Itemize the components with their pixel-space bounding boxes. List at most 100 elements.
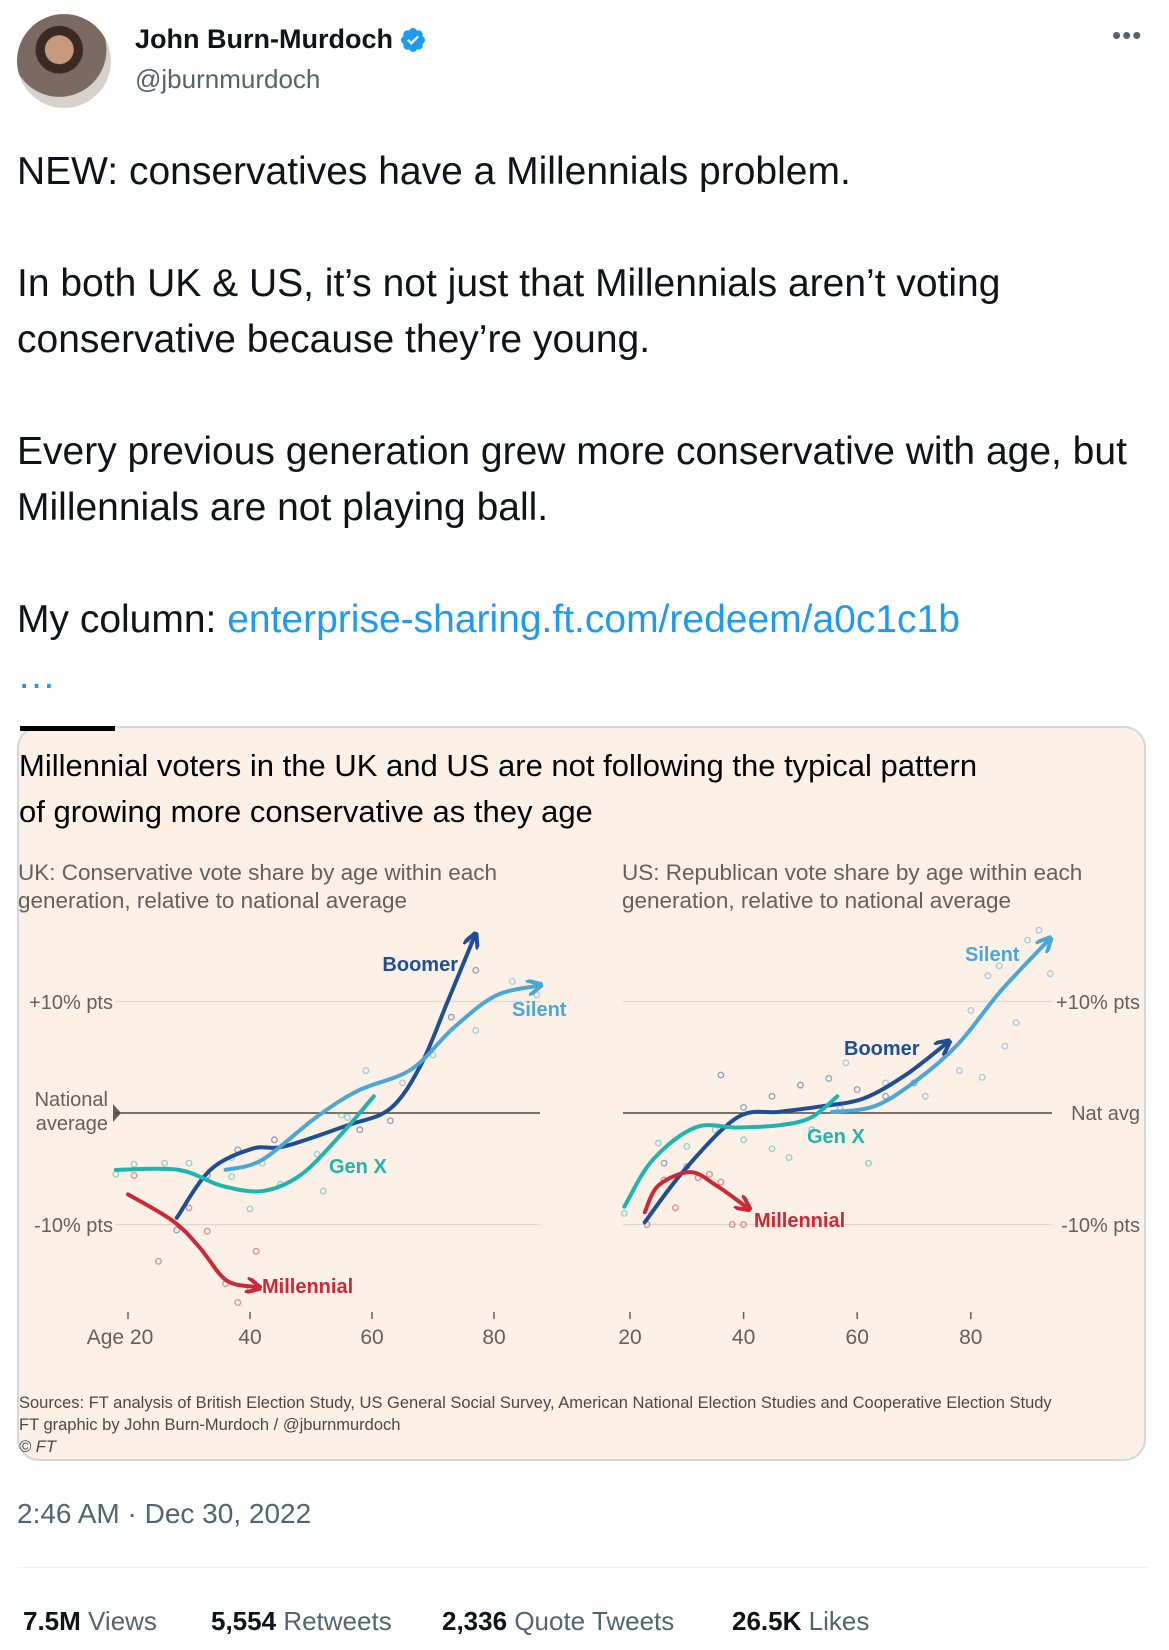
us-point-silent — [967, 1006, 975, 1014]
uk-point-millennial — [130, 1171, 138, 1179]
us-subtitle-line1: US: Republican vote share by age within … — [622, 860, 1083, 885]
us-subtitle: US: Republican vote share by age within … — [622, 859, 1082, 915]
us-point-boomer — [740, 1103, 748, 1111]
uk-point-silent — [399, 1079, 406, 1087]
uk-point-genx — [185, 1159, 193, 1167]
uk-subtitle: UK: Conservative vote share by age withi… — [18, 859, 497, 915]
uk-xtick-label: 80 — [482, 1326, 505, 1349]
uk-chart: Age 20 40 60 80 — [87, 936, 540, 1349]
chart-credit: FT graphic by John Burn-Murdoch / @jburn… — [19, 1416, 401, 1434]
us-point-millennial — [671, 1204, 679, 1212]
author-name[interactable]: John Burn-Murdoch — [135, 24, 427, 55]
uk-point-millennial — [203, 1227, 211, 1235]
quotes-label: Quote Tweets — [514, 1606, 675, 1636]
us-point-genx — [683, 1142, 691, 1150]
us-point-silent — [842, 1059, 850, 1067]
us-point-boomer — [660, 1159, 668, 1167]
more-dots-icon[interactable]: ••• — [1112, 20, 1143, 50]
verified-badge-icon — [401, 27, 425, 52]
uk-point-silent — [313, 1150, 321, 1158]
us-line-millennial — [642, 1170, 746, 1215]
uk-point-genx — [228, 1173, 236, 1181]
us-point-boomer — [768, 1092, 776, 1100]
views-label: Views — [88, 1606, 157, 1636]
us-ytick-plus10: +10% pts — [1056, 992, 1140, 1014]
retweets-stat[interactable]: 5,554 Retweets — [211, 1606, 392, 1637]
uk-point-millennial — [155, 1257, 162, 1265]
tweet-timestamp[interactable]: 2:46 AM · Dec 30, 2022 — [17, 1498, 312, 1529]
uk-point-silent — [508, 977, 516, 985]
uk-xtick-label: 60 — [360, 1326, 383, 1349]
us-point-genx — [654, 1139, 662, 1147]
us-point-silent — [984, 972, 992, 980]
uk-line-boomer — [174, 938, 474, 1220]
us-line-silent — [830, 941, 1047, 1114]
uk-point-boomer — [173, 1226, 181, 1234]
us-point-silent — [1001, 1042, 1009, 1050]
us-point-silent — [995, 962, 1003, 970]
chart-image-card[interactable] — [17, 726, 1146, 1461]
likes-label: Likes — [808, 1606, 870, 1636]
uk-point-silent — [472, 1027, 480, 1034]
uk-label-millennial: Millennial — [262, 1276, 353, 1298]
column-link[interactable]: enterprise-sharing.ft.com/redeem/a0c1c1b — [227, 598, 960, 641]
likes-stat[interactable]: 26.5K Likes — [732, 1606, 869, 1637]
quotes-count: 2,336 — [442, 1606, 508, 1636]
us-point-genx — [740, 1136, 748, 1144]
uk-point-millennial — [234, 1299, 242, 1306]
retweets-label: Retweets — [283, 1606, 392, 1636]
avatar[interactable] — [17, 14, 111, 108]
us-xtick-label: 80 — [959, 1326, 982, 1349]
us-line-boomer — [642, 1044, 946, 1225]
link-ellipsis[interactable]: … — [17, 654, 56, 697]
us-xtick-label: 60 — [846, 1326, 869, 1349]
us-label-millennial: Millennial — [754, 1210, 845, 1232]
us-point-genx — [785, 1154, 793, 1162]
uk-point-genx — [246, 1205, 254, 1213]
uk-label-genx: Gen X — [329, 1156, 387, 1178]
uk-baseline-label-line2: average — [36, 1113, 108, 1135]
us-point-silent — [978, 1073, 986, 1081]
quote-tweets-stat[interactable]: 2,336 Quote Tweets — [442, 1606, 674, 1637]
us-label-boomer: Boomer — [844, 1038, 920, 1060]
uk-xtick-label: 40 — [238, 1326, 261, 1349]
us-line-genx — [622, 1094, 840, 1209]
uk-label-silent: Silent — [512, 999, 567, 1021]
chart-sources: Sources: FT analysis of British Election… — [19, 1394, 1052, 1412]
views-stat[interactable]: 7.5M Views — [23, 1606, 157, 1637]
us-point-millennial — [717, 1178, 725, 1186]
uk-point-silent — [362, 1067, 370, 1075]
us-point-silent — [1046, 970, 1054, 978]
us-point-silent — [1012, 1019, 1020, 1027]
uk-xtick-label: Age 20 — [87, 1326, 154, 1349]
us-xtick-label: 20 — [618, 1326, 641, 1349]
uk-point-boomer — [270, 1136, 278, 1144]
us-point-millennial — [728, 1221, 736, 1228]
uk-point-genx — [161, 1159, 169, 1167]
uk-subtitle-line1: UK: Conservative vote share by age withi… — [18, 860, 498, 885]
chart-title-line2: of growing more conservative as they age — [19, 794, 593, 829]
uk-line-millennial — [126, 1192, 255, 1287]
uk-baseline-label-line1: National — [35, 1089, 108, 1111]
tweet-body: NEW: conservatives have a Millennials pr… — [17, 150, 1127, 641]
uk-point-boomer — [447, 1013, 455, 1021]
us-xtick-label: 40 — [732, 1326, 755, 1349]
us-label-genx: Gen X — [807, 1126, 865, 1148]
uk-point-genx — [338, 1111, 345, 1119]
us-subtitle-line2: generation, relative to national average — [622, 888, 1012, 913]
uk-point-boomer — [472, 966, 480, 974]
us-point-silent — [955, 1067, 963, 1075]
author-handle[interactable]: @jburnmurdoch — [135, 64, 321, 94]
us-ytick-minus10: -10% pts — [1061, 1215, 1140, 1237]
uk-label-boomer: Boomer — [382, 954, 458, 976]
uk-point-genx — [319, 1187, 327, 1195]
divider — [17, 1567, 1148, 1568]
us-point-millennial — [706, 1170, 713, 1178]
uk-ytick-minus10: -10% pts — [34, 1215, 113, 1237]
author-name-text: John Burn-Murdoch — [135, 24, 393, 54]
uk-point-genx — [112, 1170, 120, 1178]
uk-point-genx — [130, 1160, 138, 1168]
us-point-genx — [808, 1126, 816, 1134]
chart-title-line1: Millennial voters in the UK and US are n… — [19, 748, 978, 783]
